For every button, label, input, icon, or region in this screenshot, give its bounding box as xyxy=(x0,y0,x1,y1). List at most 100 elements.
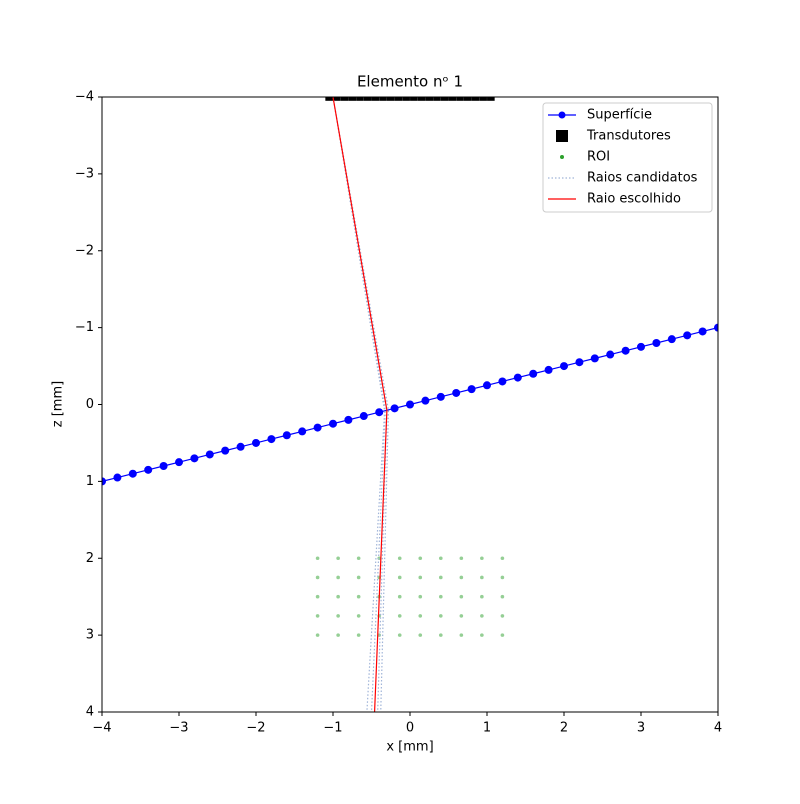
y-tick-label: −3 xyxy=(75,166,94,181)
roi-point xyxy=(356,633,361,637)
surface-point xyxy=(436,392,445,401)
roi-point xyxy=(439,594,443,599)
transducer xyxy=(440,97,449,101)
roi-point xyxy=(356,575,361,580)
roi-point xyxy=(315,556,320,561)
legend: Superfície Transdutores ROI Raios candidato… xyxy=(542,102,713,213)
roi-point xyxy=(439,556,443,561)
roi-point xyxy=(336,594,340,599)
surface-point xyxy=(175,458,183,467)
roi-point xyxy=(418,594,423,599)
surface-point xyxy=(714,323,718,332)
transducer xyxy=(487,97,495,101)
roi-point xyxy=(480,575,484,580)
surface-point xyxy=(298,427,307,436)
surface-point xyxy=(113,473,122,482)
roi-point xyxy=(336,614,340,618)
roi-point xyxy=(315,594,320,599)
surface-point xyxy=(498,377,507,386)
transducer xyxy=(433,97,441,101)
surface-point xyxy=(544,365,553,374)
surface-point xyxy=(529,369,538,378)
surface-point xyxy=(667,335,676,344)
surface-point xyxy=(513,373,522,382)
surface-point xyxy=(467,385,476,394)
surface-point xyxy=(575,358,584,367)
surface-point xyxy=(221,446,230,455)
chart-title: Elemento nᵒ 1 xyxy=(357,73,463,91)
roi-point xyxy=(418,556,423,561)
y-tick-label: −1 xyxy=(75,320,94,335)
y-tick-label: 3 xyxy=(86,628,94,643)
transducer xyxy=(348,97,357,101)
roi-point xyxy=(418,575,423,580)
transducer xyxy=(379,97,387,101)
roi-point xyxy=(459,556,464,561)
transducer xyxy=(386,97,395,101)
roi-point xyxy=(500,633,505,637)
transducer xyxy=(425,97,434,101)
roi-point xyxy=(439,614,443,618)
surface-point xyxy=(683,331,692,340)
roi-point xyxy=(397,633,402,637)
legend-marker xyxy=(558,111,566,119)
legend-marker xyxy=(560,155,564,159)
roi-point xyxy=(459,594,464,599)
surface-point xyxy=(421,396,430,405)
roi-point xyxy=(439,575,443,580)
surface-point xyxy=(483,381,491,390)
x-tick-label: 4 xyxy=(714,721,722,736)
roi-point xyxy=(480,556,484,561)
legend-label: Raios candidatos xyxy=(587,171,698,186)
x-tick-label: 3 xyxy=(637,721,645,736)
surface-point xyxy=(252,438,260,447)
transducer xyxy=(333,97,341,101)
surface-point xyxy=(375,408,384,417)
x-tick-label: −2 xyxy=(246,721,265,736)
surface-point xyxy=(102,477,106,486)
transducer xyxy=(402,97,410,101)
transducer xyxy=(371,97,380,101)
roi-point xyxy=(459,614,464,618)
surface-point xyxy=(236,442,245,451)
x-tick-label: −4 xyxy=(92,721,111,736)
surface-point xyxy=(606,350,615,359)
surface-point xyxy=(652,339,661,347)
roi-point xyxy=(356,594,361,599)
roi-point xyxy=(500,556,505,561)
transducer xyxy=(394,97,403,101)
y-tick-label: −2 xyxy=(75,243,94,258)
surface-point xyxy=(452,388,461,397)
transducer xyxy=(463,97,472,101)
roi-point xyxy=(356,556,361,561)
roi-point xyxy=(480,594,484,599)
transducer xyxy=(417,97,426,101)
surface-point xyxy=(205,450,214,459)
legend-marker xyxy=(556,130,568,142)
surface-point xyxy=(267,435,276,444)
roi-point xyxy=(480,633,484,637)
surface-point xyxy=(621,346,630,355)
legend-box xyxy=(542,102,713,213)
roi-point xyxy=(336,556,340,561)
transducer xyxy=(363,97,372,101)
y-axis-label: z [mm] xyxy=(51,381,66,427)
x-tick-label: 0 xyxy=(406,721,414,736)
transducer xyxy=(340,97,349,101)
roi-point xyxy=(336,633,340,637)
plot-area xyxy=(102,97,718,712)
surface-point xyxy=(159,462,168,470)
roi-point xyxy=(315,575,320,580)
x-axis-label: x [mm] xyxy=(386,740,433,755)
surface-point xyxy=(282,431,291,440)
x-tick-label: −3 xyxy=(169,721,188,736)
legend-label: Transdutores xyxy=(586,129,671,144)
transducer xyxy=(456,97,464,101)
y-tick-label: 1 xyxy=(86,474,94,489)
transducer xyxy=(356,97,364,101)
surface-point xyxy=(637,342,645,351)
roi-point xyxy=(500,614,505,618)
x-tick-label: −1 xyxy=(323,721,342,736)
roi-point xyxy=(397,575,402,580)
legend-label: Raio escolhido xyxy=(587,192,681,207)
